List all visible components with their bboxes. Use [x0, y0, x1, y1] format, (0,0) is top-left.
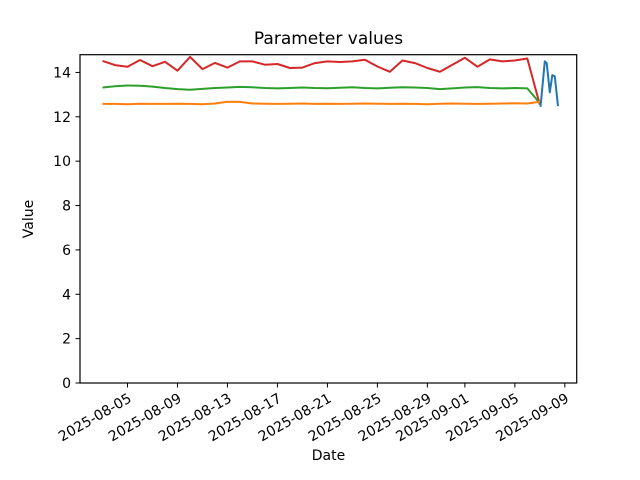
series-green-line: [102, 84, 541, 104]
y-tick-label: 4: [62, 287, 71, 303]
y-tick-label: 2: [62, 332, 71, 348]
y-tick-label: 0: [62, 376, 71, 392]
x-axis-label: Date: [311, 448, 346, 464]
chart-title: Parameter values: [253, 29, 404, 49]
y-tick-label: 8: [62, 199, 71, 215]
y-axis-label: Value: [21, 199, 37, 239]
y-tick-label: 6: [62, 243, 71, 259]
plot-border: [79, 54, 578, 384]
series-orange-line: [102, 100, 540, 106]
y-tick-label: 10: [53, 154, 71, 170]
y-tick-label: 12: [53, 110, 71, 126]
series-red-line: [102, 55, 541, 105]
y-tick-label: 14: [53, 65, 71, 81]
series-blue-line: [539, 60, 559, 107]
